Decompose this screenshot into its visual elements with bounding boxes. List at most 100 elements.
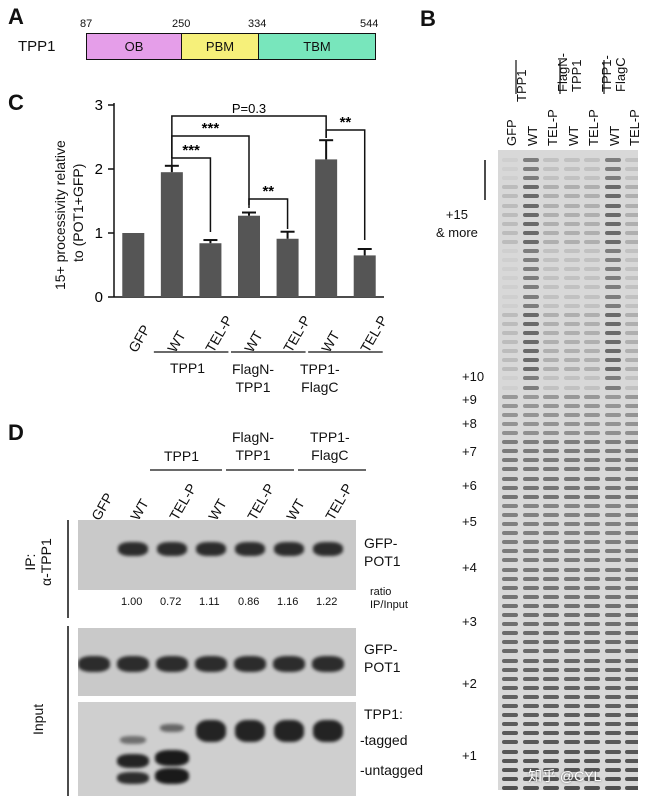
blot-band [155,768,189,784]
gel-band [522,704,539,708]
gel-band [584,522,600,526]
ratio-value: 1.11 [199,596,220,608]
gel-band [625,740,638,745]
gel-band [502,722,518,727]
gel-marker: +7 [462,444,477,459]
gel-band [584,704,600,708]
gel-band [543,285,559,290]
gel-band [502,594,518,599]
gel-band [502,576,518,581]
gel-band [625,485,638,490]
gel-band [625,476,638,481]
gel-band [625,540,638,545]
panel-label-b: B [420,6,436,31]
gel-band [522,494,539,499]
gel-band [502,440,518,445]
gel-band [543,631,559,636]
gel-band [584,512,600,517]
gel-band [502,158,518,162]
gel-band [625,258,638,263]
gel-band [522,776,539,781]
gel-band [502,340,518,344]
gel-band [543,585,559,590]
gel-band [522,394,539,399]
y-tick-label: 2 [95,161,103,178]
ratio-value: 0.86 [238,596,260,608]
gel-band [625,249,638,253]
gel-band [604,340,621,344]
gel-band [522,221,539,226]
gel-band [502,285,518,290]
gel-band [543,758,559,763]
gel-band [522,385,539,390]
gel-band [625,685,638,690]
gel-band [543,622,559,627]
gel-band [625,239,638,244]
gel-band [522,158,539,162]
gel-band [584,394,600,399]
gel-band [563,667,580,672]
gel-band [522,312,539,317]
gel-band [584,785,600,790]
gel-band [563,185,580,190]
gel-band [563,704,580,708]
bar [315,159,338,297]
gel-band [625,603,638,608]
gel-band [563,167,580,172]
gel-band [584,722,600,727]
gel-band [563,749,580,754]
gel-band [625,640,638,645]
gel-band [584,349,600,354]
gel-band [522,685,539,690]
gel-band [563,558,580,563]
blot-band [196,720,226,742]
gel-band [522,294,539,299]
gel-band [522,785,539,790]
gel-band [522,330,539,335]
gel-band [604,449,621,454]
gel-band [522,412,539,417]
gel-band [522,522,539,526]
sig-p-bracket-label: P=0.3 [232,101,266,116]
gel-band [502,421,518,426]
blot-band [118,542,148,556]
gel-band [522,631,539,636]
gel-band [584,667,600,672]
gel-band [604,740,621,745]
gel-band [604,194,621,199]
gel-band [604,303,621,308]
gel-band [543,249,559,253]
gel-band [625,330,638,335]
gel-band [604,512,621,517]
gel-band [604,249,621,253]
gel-band [604,749,621,754]
gel-band [522,585,539,590]
panel-c-group-tpp1: TPP1 [170,360,206,376]
gel-band [502,449,518,454]
gel-band [522,594,539,599]
gel-band [563,403,580,408]
gel-band [522,749,539,754]
gel-band [604,731,621,736]
blot-band [160,724,184,732]
gel-band [543,358,559,363]
gel-band [625,349,638,354]
gel-band [625,376,638,381]
gel-marker: +10 [462,369,485,384]
gel-band [502,631,518,636]
gel-band [502,713,518,718]
gel-band [604,221,621,226]
gel-band [625,694,638,699]
gel-band [502,758,518,763]
gel-band [604,158,621,162]
gel-band [604,776,621,781]
gel-band [584,249,600,253]
gel-band [604,421,621,426]
gel-band [502,176,518,181]
gel-band [625,294,638,299]
gel-band [604,503,621,508]
sig-2-bracket-a [248,198,289,229]
gel-band [563,531,580,536]
gel-band [584,467,600,472]
gel-band [584,221,600,226]
